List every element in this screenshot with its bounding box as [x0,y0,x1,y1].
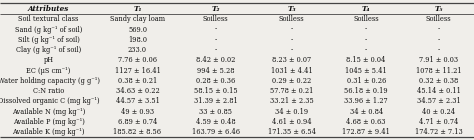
Text: -: - [291,46,292,54]
Text: -: - [438,36,439,44]
Text: 4.68 ± 0.63: 4.68 ± 0.63 [346,118,386,126]
Text: 4.71 ± 0.74: 4.71 ± 0.74 [419,118,458,126]
Text: -: - [215,36,217,44]
Text: 0.38 ± 0.21: 0.38 ± 0.21 [118,77,157,85]
Text: 49 ± 0.93: 49 ± 0.93 [121,108,154,116]
Text: -: - [365,36,367,44]
Text: C:N ratio: C:N ratio [33,87,64,95]
Text: 8.15 ± 0.04: 8.15 ± 0.04 [346,56,386,64]
Text: 994 ± 5.28: 994 ± 5.28 [197,67,235,75]
Text: -: - [291,26,292,34]
Text: 172.87 ± 9.41: 172.87 ± 9.41 [342,128,390,136]
Text: Sand (g kg⁻¹ of soil): Sand (g kg⁻¹ of soil) [15,26,82,34]
Text: T₂: T₂ [211,4,220,13]
Text: 8.23 ± 0.07: 8.23 ± 0.07 [272,56,311,64]
Text: Available P (mg kg⁻¹): Available P (mg kg⁻¹) [13,118,84,126]
Text: 163.79 ± 6.46: 163.79 ± 6.46 [191,128,240,136]
Text: 8.42 ± 0.02: 8.42 ± 0.02 [196,56,236,64]
Text: 0.29 ± 0.22: 0.29 ± 0.22 [272,77,311,85]
Text: T₁: T₁ [133,4,142,13]
Text: 58.15 ± 0.15: 58.15 ± 0.15 [194,87,237,95]
Text: Dissolved organic C (mg kg⁻¹): Dissolved organic C (mg kg⁻¹) [0,97,100,105]
Text: 34 ± 0.84: 34 ± 0.84 [349,108,383,116]
Text: Soilless: Soilless [426,15,451,23]
Text: 34 ± 0.19: 34 ± 0.19 [275,108,308,116]
Text: Water holding capacity (g g⁻¹): Water holding capacity (g g⁻¹) [0,77,100,85]
Text: 174.72 ± 7.13: 174.72 ± 7.13 [415,128,462,136]
Text: Silt (g kg⁻¹ of soil): Silt (g kg⁻¹ of soil) [18,36,80,44]
Text: 31.39 ± 2.81: 31.39 ± 2.81 [194,97,237,105]
Text: T₅: T₅ [434,4,443,13]
Text: 4.61 ± 0.94: 4.61 ± 0.94 [272,118,311,126]
Text: 185.82 ± 8.56: 185.82 ± 8.56 [113,128,162,136]
Text: 7.76 ± 0.06: 7.76 ± 0.06 [118,56,157,64]
Text: 1045 ± 5.41: 1045 ± 5.41 [345,67,387,75]
Text: -: - [365,26,367,34]
Text: Soil textural class: Soil textural class [18,15,79,23]
Text: 7.91 ± 0.03: 7.91 ± 0.03 [419,56,458,64]
Text: Available N (mg kg⁻¹): Available N (mg kg⁻¹) [12,108,85,116]
Text: Sandy clay loam: Sandy clay loam [110,15,165,23]
Text: 56.18 ± 0.19: 56.18 ± 0.19 [344,87,388,95]
Text: pH: pH [44,56,54,64]
Text: Soilless: Soilless [279,15,304,23]
Text: 33 ± 0.85: 33 ± 0.85 [199,108,232,116]
Text: -: - [438,26,439,34]
Text: 0.28 ± 0.36: 0.28 ± 0.36 [196,77,235,85]
Text: 171.35 ± 6.54: 171.35 ± 6.54 [267,128,316,136]
Text: 0.31 ± 0.26: 0.31 ± 0.26 [346,77,386,85]
Text: 233.0: 233.0 [128,46,147,54]
Text: -: - [215,46,217,54]
Text: 1078 ± 11.21: 1078 ± 11.21 [416,67,461,75]
Text: 4.59 ± 0.48: 4.59 ± 0.48 [196,118,236,126]
Text: 44.57 ± 3.51: 44.57 ± 3.51 [116,97,159,105]
Text: 0.32 ± 0.38: 0.32 ± 0.38 [419,77,458,85]
Text: -: - [438,46,439,54]
Text: T₄: T₄ [362,4,370,13]
Text: Attributes: Attributes [28,4,69,13]
Text: Clay (g kg⁻¹ of soil): Clay (g kg⁻¹ of soil) [16,46,81,54]
Text: 198.0: 198.0 [128,36,147,44]
Text: 45.14 ± 0.11: 45.14 ± 0.11 [417,87,460,95]
Text: -: - [291,36,292,44]
Text: 1031 ± 4.41: 1031 ± 4.41 [271,67,312,75]
Text: Soilless: Soilless [203,15,228,23]
Text: Available K (mg kg⁻¹): Available K (mg kg⁻¹) [12,128,85,136]
Text: Soilless: Soilless [353,15,379,23]
Text: 33.96 ± 1.27: 33.96 ± 1.27 [344,97,388,105]
Text: 1127 ± 16.41: 1127 ± 16.41 [115,67,160,75]
Text: 34.63 ± 0.22: 34.63 ± 0.22 [116,87,159,95]
Text: 40 ± 0.24: 40 ± 0.24 [422,108,455,116]
Text: -: - [215,26,217,34]
Text: 6.89 ± 0.74: 6.89 ± 0.74 [118,118,157,126]
Text: 57.78 ± 0.21: 57.78 ± 0.21 [270,87,313,95]
Text: -: - [365,46,367,54]
Text: T₃: T₃ [287,4,296,13]
Text: 569.0: 569.0 [128,26,147,34]
Text: 34.57 ± 2.31: 34.57 ± 2.31 [417,97,460,105]
Text: 33.21 ± 2.35: 33.21 ± 2.35 [270,97,313,105]
Text: EC (μS cm⁻¹): EC (μS cm⁻¹) [27,67,71,75]
